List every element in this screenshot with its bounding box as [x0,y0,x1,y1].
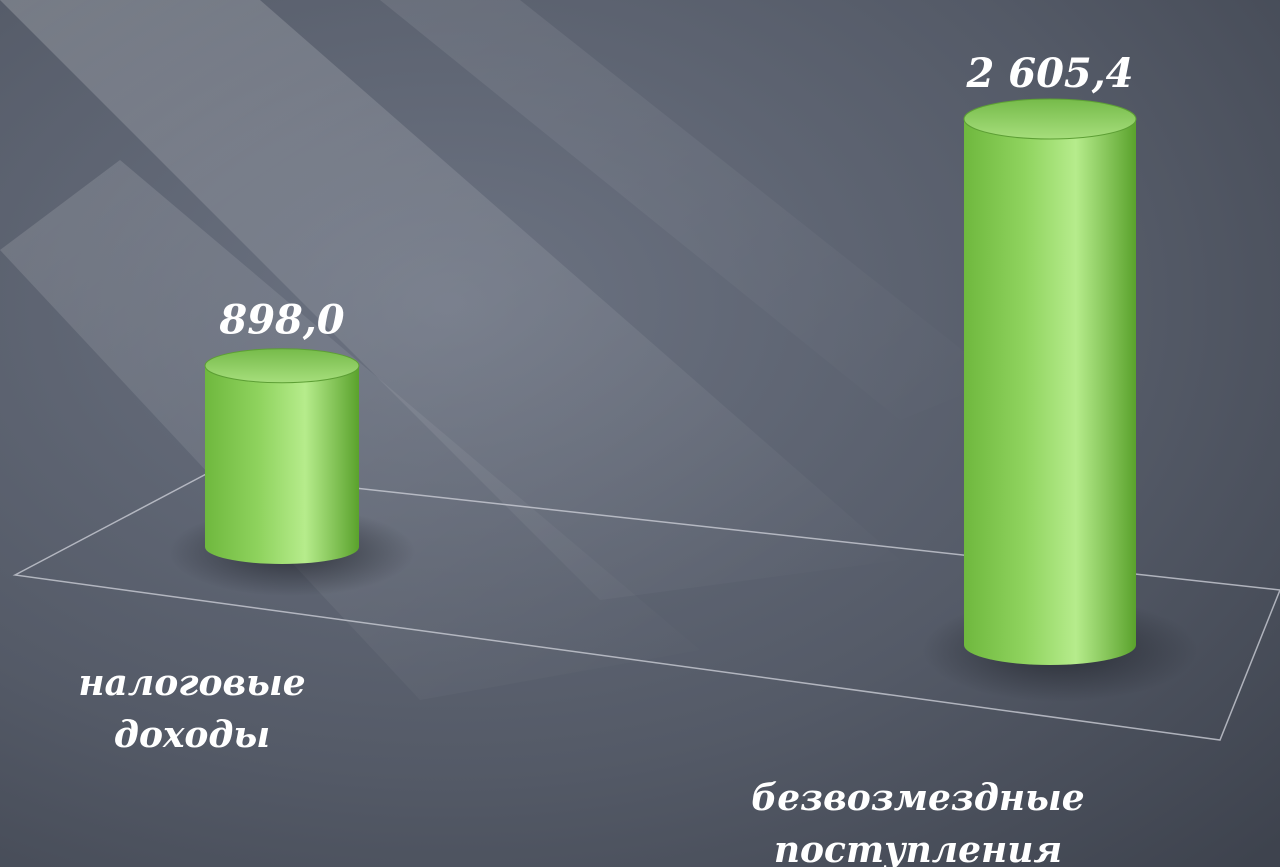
floor-plane [12,471,1280,741]
light-beam-3 [380,0,1000,420]
bar-body [205,365,359,564]
bar-top [204,348,360,384]
value-label-1: 898,0 [218,297,344,344]
light-beam-1 [0,0,900,600]
category-label-2: безвозмездные поступления [751,777,1084,867]
bar-body [964,119,1136,665]
bar-top [963,98,1137,140]
bar-1 [168,348,416,597]
bar-2 [922,98,1198,702]
category-label-1: налоговые доходы [78,662,305,756]
value-label-2: 2 605,4 [965,50,1133,97]
